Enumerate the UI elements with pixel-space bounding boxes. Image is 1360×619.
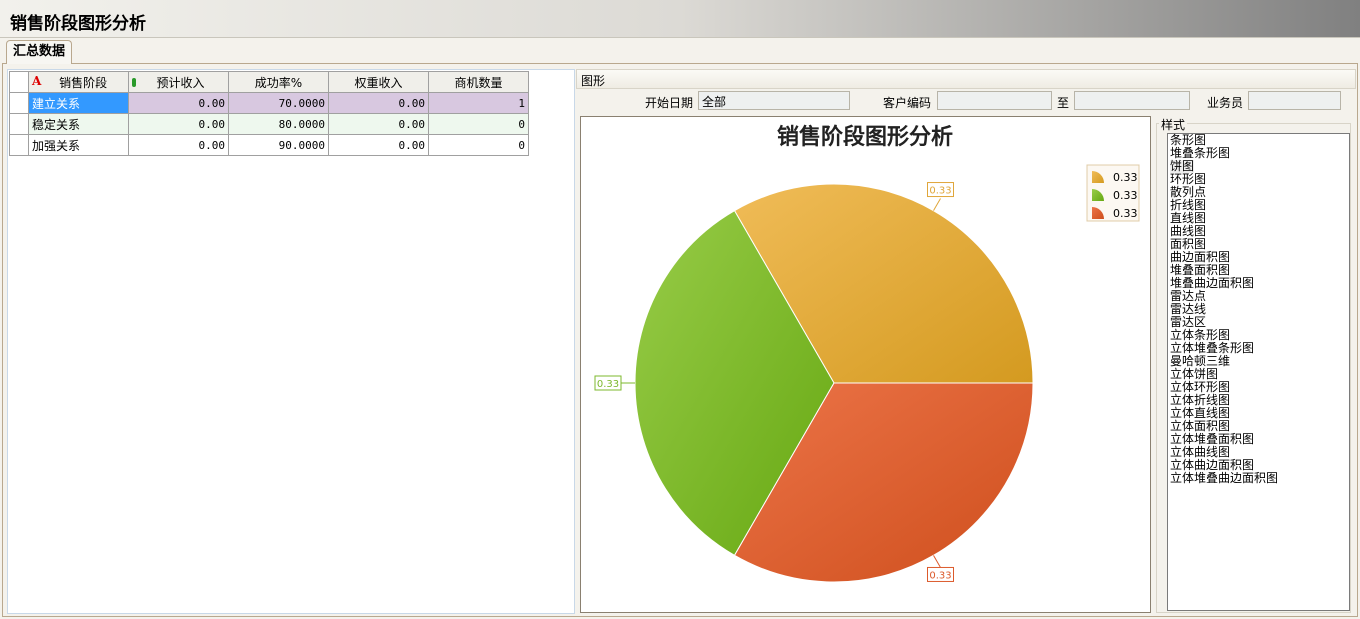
label-leader-line xyxy=(933,555,941,568)
row-header xyxy=(9,113,29,135)
column-header-stage[interactable]: A 销售阶段 xyxy=(28,71,129,93)
customer-code-to-field[interactable] xyxy=(1074,91,1190,110)
customer-code-from-field[interactable] xyxy=(937,91,1052,110)
style-option[interactable]: 立体曲线图 xyxy=(1170,445,1231,459)
row-header xyxy=(9,134,29,156)
pie-slice[interactable] xyxy=(733,382,1034,583)
cell[interactable]: 0 xyxy=(428,113,529,135)
style-option[interactable]: 曼哈顿三维 xyxy=(1170,354,1231,368)
style-option[interactable]: 雷达区 xyxy=(1170,315,1207,329)
cell[interactable]: 0 xyxy=(428,134,529,156)
cell[interactable]: 0.00 xyxy=(328,134,429,156)
style-option[interactable]: 散列点 xyxy=(1170,185,1207,199)
style-option[interactable]: 曲线图 xyxy=(1170,224,1207,238)
style-option[interactable]: 立体直线图 xyxy=(1170,406,1231,420)
style-option[interactable]: 立体环形图 xyxy=(1170,380,1231,394)
cell[interactable]: 建立关系 xyxy=(28,92,129,114)
style-option[interactable]: 堆叠条形图 xyxy=(1170,146,1231,160)
to-label: 至 xyxy=(1057,96,1070,110)
cell[interactable]: 1 xyxy=(428,92,529,114)
chart-title: 销售阶段图形分析 xyxy=(777,124,953,150)
data-label-box xyxy=(594,375,622,391)
salesperson-label: 业务员 xyxy=(1207,96,1244,110)
cell[interactable]: 0.00 xyxy=(128,92,229,114)
chart-panel-header: 图形 xyxy=(576,69,1356,89)
style-option[interactable]: 立体面积图 xyxy=(1170,419,1231,433)
chart-area: 销售阶段图形分析 0.33 0.33 0.33 0.33 0.33 0.33 xyxy=(580,116,1151,613)
table-row[interactable]: 稳定关系 0.00 80.0000 0.00 0 xyxy=(9,113,529,135)
style-option[interactable]: 立体堆叠面积图 xyxy=(1170,432,1255,446)
style-option[interactable]: 立体堆叠曲边面积图 xyxy=(1170,471,1279,485)
tab-summary-data[interactable]: 汇总数据 xyxy=(6,40,72,64)
data-label: 0.33 xyxy=(929,570,951,581)
style-option[interactable]: 雷达点 xyxy=(1170,289,1207,303)
style-option[interactable]: 堆叠曲边面积图 xyxy=(1170,276,1255,290)
column-header-success-rate[interactable]: 成功率% xyxy=(228,71,329,93)
cell[interactable]: 加强关系 xyxy=(28,134,129,156)
style-option[interactable]: 环形图 xyxy=(1170,172,1207,186)
chart-panel: 图形 开始日期 全部 客户编码 至 业务员 销售阶段图形分析 0.33 0.33 0… xyxy=(576,69,1356,614)
legend-label: 0.33 xyxy=(1113,189,1138,202)
legend-label: 0.33 xyxy=(1113,207,1138,220)
style-option[interactable]: 立体堆叠条形图 xyxy=(1170,341,1255,355)
text-type-icon: A xyxy=(32,73,42,88)
row-header-corner xyxy=(9,71,29,93)
cell[interactable]: 70.0000 xyxy=(228,92,329,114)
data-label: 0.33 xyxy=(597,379,619,390)
style-group: 样式 xyxy=(1156,116,1351,613)
cell[interactable]: 80.0000 xyxy=(228,113,329,135)
cell[interactable]: 0.00 xyxy=(328,113,429,135)
chart-style-list[interactable]: 条形图 堆叠条形图 饼图 环形图 散列点 折线图 直线图 曲线图 面积图 曲边面积图 堆叠面积图 堆叠… xyxy=(1167,133,1350,611)
start-date-label: 开始日期 xyxy=(645,96,694,110)
pie-chart: 销售阶段图形分析 0.33 0.33 0.33 0.33 0.33 0.33 xyxy=(594,124,1140,583)
style-option[interactable]: 雷达线 xyxy=(1170,302,1207,316)
style-option[interactable]: 立体折线图 xyxy=(1170,393,1231,407)
style-option[interactable]: 曲边面积图 xyxy=(1170,250,1231,264)
cell[interactable]: 稳定关系 xyxy=(28,113,129,135)
legend-swatch xyxy=(1092,171,1104,183)
style-option[interactable]: 立体饼图 xyxy=(1170,367,1219,381)
customer-code-label: 客户编码 xyxy=(883,96,932,110)
window-title: 销售阶段图形分析 xyxy=(10,14,146,34)
style-option[interactable]: 条形图 xyxy=(1170,133,1207,147)
data-label-box xyxy=(927,566,954,582)
cell[interactable]: 0.00 xyxy=(328,92,429,114)
table-row[interactable]: 加强关系 0.00 90.0000 0.00 0 xyxy=(9,134,529,156)
window-titlebar: 销售阶段图形分析 xyxy=(0,0,1360,38)
start-date-field[interactable]: 全部 xyxy=(698,91,850,110)
style-option[interactable]: 立体曲边面积图 xyxy=(1170,458,1255,472)
column-header-weighted-income[interactable]: 权重收入 xyxy=(328,71,429,93)
data-label-box xyxy=(927,182,954,198)
style-option[interactable]: 饼图 xyxy=(1170,159,1195,173)
label-leader-line xyxy=(933,198,941,211)
style-option[interactable]: 立体条形图 xyxy=(1170,328,1231,342)
style-option[interactable]: 堆叠面积图 xyxy=(1170,263,1231,277)
cell[interactable]: 0.00 xyxy=(128,113,229,135)
column-header-opportunity-count[interactable]: 商机数量 xyxy=(428,71,529,93)
salesperson-field[interactable] xyxy=(1248,91,1341,110)
row-header xyxy=(9,92,29,114)
grid-header-row: A 销售阶段 预计收入 成功率% 权重收入 商机数量 xyxy=(9,71,529,93)
table-row[interactable]: 建立关系 0.00 70.0000 0.00 1 xyxy=(9,92,529,114)
style-option[interactable]: 直线图 xyxy=(1170,211,1207,225)
style-option[interactable]: 面积图 xyxy=(1170,237,1207,251)
legend-swatch xyxy=(1092,189,1104,201)
style-option[interactable]: 折线图 xyxy=(1170,198,1207,212)
data-grid: A 销售阶段 预计收入 成功率% 权重收入 商机数量 建立关系 0.00 70.0… xyxy=(7,69,575,614)
numeric-type-icon xyxy=(132,77,136,87)
cell[interactable]: 0.00 xyxy=(128,134,229,156)
column-header-expected-income[interactable]: 预计收入 xyxy=(128,71,229,93)
data-label: 0.33 xyxy=(929,186,951,197)
legend-swatch xyxy=(1092,207,1104,219)
style-label: 样式 xyxy=(1159,116,1188,133)
legend-label: 0.33 xyxy=(1113,171,1138,184)
cell[interactable]: 90.0000 xyxy=(228,134,329,156)
